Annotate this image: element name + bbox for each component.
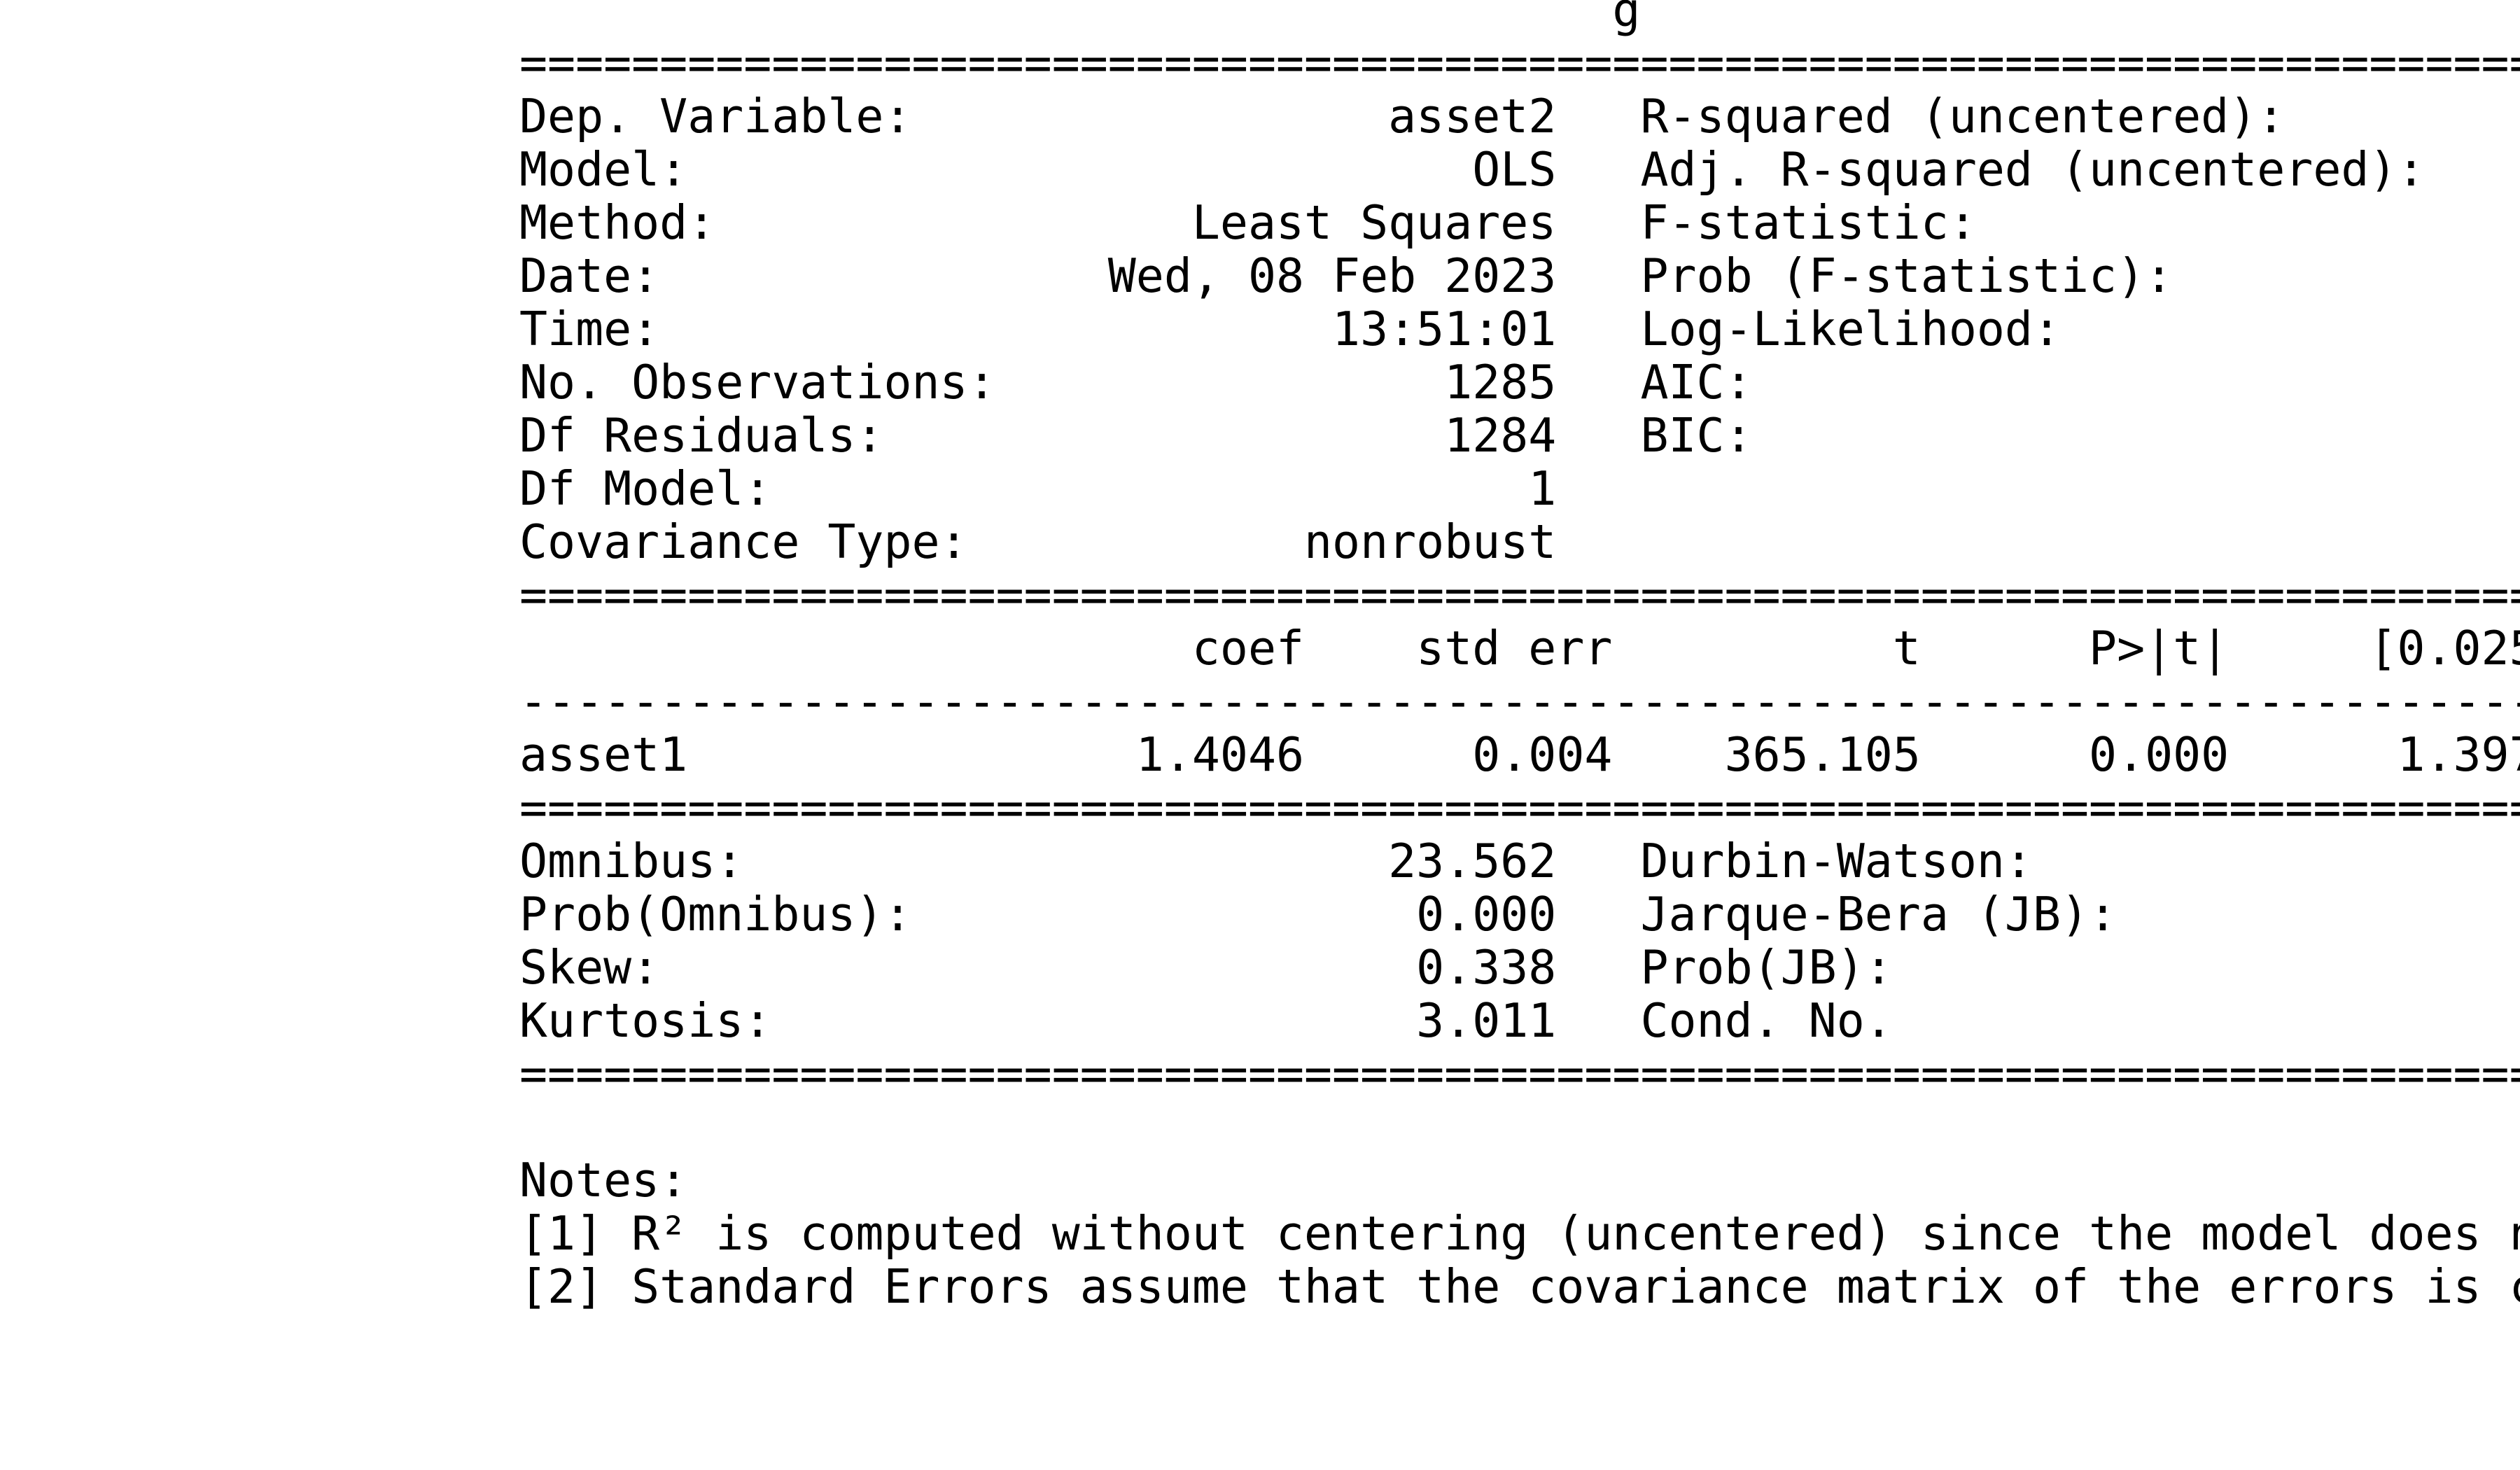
header-row: Time: 13:51:01 Log-Likelihood: — [519, 302, 2520, 356]
header-row: Date: Wed, 08 Feb 2023 Prob (F-statistic… — [519, 248, 2520, 303]
double-rule: ========================================… — [519, 1046, 2520, 1101]
double-rule: ========================================… — [519, 568, 2520, 622]
summary-title: g — [519, 0, 1641, 37]
note-line: [1] R² is computed without centering (un… — [519, 1206, 2520, 1261]
double-rule: ========================================… — [519, 36, 2520, 90]
coef-table-header: coef std err t P>|t| [0.025 — [519, 621, 2520, 676]
coef-table-row: asset1 1.4046 0.004 365.105 0.000 1.397 — [519, 727, 2520, 782]
diagnostics-row: Omnibus: 23.562 Durbin-Watson: — [519, 834, 2520, 888]
header-row: Df Residuals: 1284 BIC: — [519, 408, 2520, 463]
diagnostics-row: Prob(Omnibus): 0.000 Jarque-Bera (JB): — [519, 887, 2520, 941]
header-row: No. Observations: 1285 AIC: — [519, 355, 2520, 410]
header-row: Dep. Variable: asset2 R-squared (uncente… — [519, 89, 2520, 144]
notes-heading: Notes: — [519, 1153, 688, 1208]
header-row: Model: OLS Adj. R-squared (uncentered): — [519, 142, 2520, 197]
double-rule: ========================================… — [519, 780, 2520, 835]
single-rule: ----------------------------------------… — [519, 674, 2520, 729]
header-row: Method: Least Squares F-statistic: — [519, 195, 2520, 250]
diagnostics-row: Kurtosis: 3.011 Cond. No. — [519, 993, 2520, 1048]
diagnostics-row: Skew: 0.338 Prob(JB): 4 — [519, 940, 2520, 995]
header-row: Covariance Type: nonrobust — [519, 514, 1557, 569]
note-line: [2] Standard Errors assume that the cova… — [519, 1259, 2520, 1314]
header-row: Df Model: 1 — [519, 461, 1557, 516]
